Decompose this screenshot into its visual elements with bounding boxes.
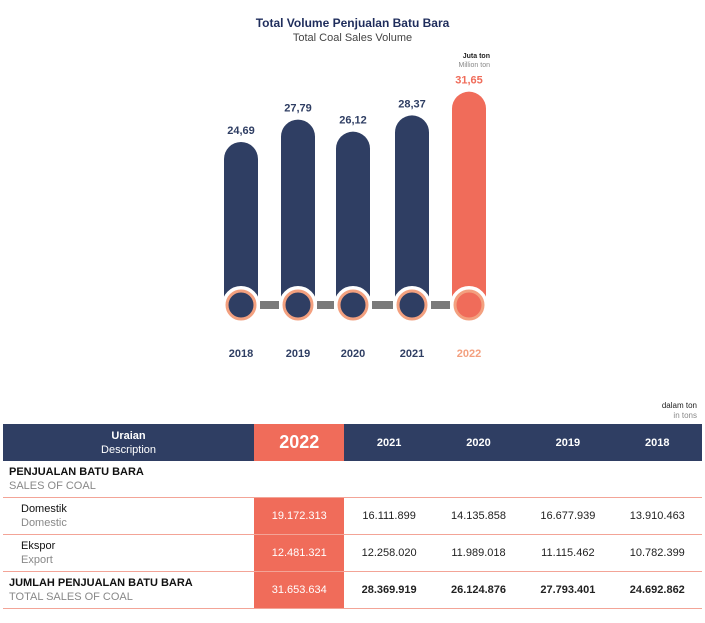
total-label-id: JUMLAH PENJUALAN BATU BARA [9, 577, 193, 589]
bar-ring [396, 289, 428, 321]
bar-2021 [395, 115, 429, 322]
row-label-en: Domestic [21, 517, 67, 529]
cell-value: 19.172.313 [254, 497, 345, 535]
year-label: 2022 [457, 348, 481, 360]
bar-ring [225, 289, 257, 321]
cell-value: 10.782.399 [612, 534, 702, 572]
total-label-en: TOTAL SALES OF COAL [9, 591, 133, 603]
cell-value: 16.111.899 [344, 497, 434, 535]
row-label-id: Domestik [21, 503, 67, 515]
bar-ring-halo [334, 286, 372, 324]
connector-segment [431, 301, 450, 309]
data-label: 26,12 [339, 115, 367, 127]
header-year-2018: 2018 [612, 424, 702, 461]
year-label: 2020 [341, 348, 365, 360]
total-value: 31.653.634 [254, 571, 345, 609]
header-year-2021: 2021 [344, 424, 434, 461]
cell-value: 13.910.463 [612, 497, 702, 535]
bar-ring-halo [393, 286, 431, 324]
chart-title: Total Volume Penjualan Batu Bara [255, 16, 450, 30]
row-label: Ekspor Export [3, 534, 255, 572]
connector-segment [372, 301, 393, 309]
cell-value: 11.115.462 [523, 534, 613, 572]
section-label: PENJUALAN BATU BARA SALES OF COAL [3, 461, 702, 498]
bar-2022 [452, 91, 486, 322]
header-year-2020: 2020 [433, 424, 524, 461]
table-unit-id: dalam ton [661, 401, 697, 410]
total-value: 26.124.876 [433, 571, 524, 609]
header-year-2019: 2019 [523, 424, 613, 461]
total-value: 27.793.401 [523, 571, 613, 609]
chart-unit: Juta ton Million ton [440, 52, 490, 70]
section-label-en: SALES OF COAL [9, 480, 96, 492]
total-label: JUMLAH PENJUALAN BATU BARA TOTAL SALES O… [3, 571, 255, 609]
chart-unit-en: Million ton [458, 62, 490, 69]
header-desc-en: Description [101, 443, 157, 456]
chart-unit-id: Juta ton [462, 53, 490, 60]
data-label: 31,65 [455, 75, 483, 87]
row-label: Domestik Domestic [3, 497, 255, 535]
header-description: Uraian Description [3, 424, 255, 461]
connector-segment [317, 301, 334, 309]
row-label-en: Export [21, 554, 53, 566]
year-label: 2018 [229, 348, 253, 360]
year-label: 2019 [286, 348, 310, 360]
bar-2019 [281, 119, 315, 322]
cell-value: 12.258.020 [344, 534, 434, 572]
section-label-id: PENJUALAN BATU BARA [9, 466, 144, 478]
row-label-id: Ekspor [21, 540, 56, 552]
bar-ring [282, 289, 314, 321]
bar-2020 [336, 131, 370, 322]
cell-value: 14.135.858 [433, 497, 524, 535]
chart-subtitle: Total Coal Sales Volume [292, 32, 413, 44]
header-desc-id: Uraian [111, 429, 146, 442]
connector-segment [260, 301, 279, 309]
cell-value: 16.677.939 [523, 497, 613, 535]
table-unit: dalam ton in tons [662, 401, 697, 421]
sales-table: Uraian Description 2022 2021 2020 2019 2… [3, 424, 702, 609]
table-unit-en: in tons [673, 411, 697, 420]
data-label: 28,37 [398, 98, 426, 110]
data-label: 27,79 [284, 103, 312, 115]
section-row: PENJUALAN BATU BARA SALES OF COAL [3, 461, 702, 498]
bar-ring-halo [222, 286, 260, 324]
table-row: Domestik Domestic 19.172.313 16.111.899 … [3, 497, 702, 535]
total-row: JUMLAH PENJUALAN BATU BARA TOTAL SALES O… [3, 571, 702, 609]
bar-ring-halo [279, 286, 317, 324]
cell-value: 12.481.321 [254, 534, 345, 572]
header-year-2022: 2022 [254, 424, 345, 461]
bar-ring [453, 289, 485, 321]
data-label: 24,69 [227, 125, 255, 137]
year-label: 2021 [400, 348, 424, 360]
bar-2018 [224, 142, 258, 322]
bar-ring-halo [450, 286, 488, 324]
table-row: Ekspor Export 12.481.321 12.258.020 11.9… [3, 534, 702, 572]
table-header-row: Uraian Description 2022 2021 2020 2019 2… [3, 424, 702, 461]
bar-ring [337, 289, 369, 321]
bar-chart: 24,69 2018 27,79 2019 26,12 2020 28,37 2021 31,6… [222, 75, 488, 360]
total-value: 24.692.862 [612, 571, 702, 609]
total-value: 28.369.919 [344, 571, 434, 609]
cell-value: 11.989.018 [433, 534, 524, 572]
